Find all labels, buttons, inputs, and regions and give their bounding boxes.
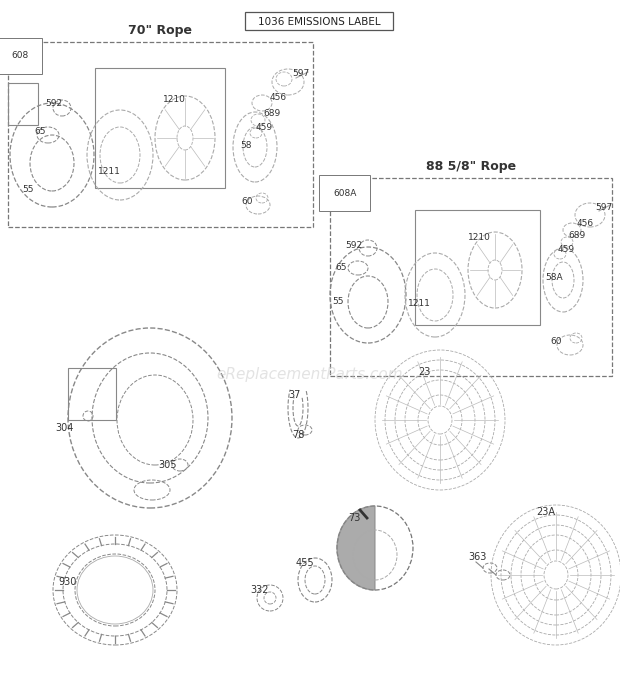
Text: 37: 37	[288, 390, 300, 400]
Bar	[245, 12, 393, 30]
Text: 60: 60	[550, 337, 562, 346]
Bar	[8, 83, 38, 125]
Text: 363: 363	[468, 552, 486, 562]
Text: 1036 EMISSIONS LABEL: 1036 EMISSIONS LABEL	[258, 17, 380, 27]
Text: 70" Rope: 70" Rope	[128, 24, 192, 37]
Text: 78: 78	[292, 430, 304, 440]
Bar	[68, 368, 116, 420]
Polygon shape	[337, 506, 375, 590]
Bar	[415, 210, 540, 325]
Text: 592: 592	[345, 240, 362, 249]
Text: 60: 60	[241, 198, 252, 207]
Text: 58A: 58A	[545, 274, 562, 283]
Text: 592: 592	[45, 98, 62, 107]
Text: 459: 459	[558, 245, 575, 254]
Text: 1210: 1210	[163, 96, 186, 105]
Text: 58: 58	[240, 141, 252, 150]
Text: 459: 459	[256, 123, 273, 132]
Text: 608: 608	[11, 51, 29, 60]
Text: 597: 597	[595, 204, 613, 213]
Text: 332: 332	[250, 585, 268, 595]
Bar	[95, 68, 225, 188]
Text: 55: 55	[22, 186, 33, 195]
Text: 597: 597	[292, 69, 309, 78]
Text: 73: 73	[348, 513, 360, 523]
Text: 455: 455	[296, 558, 314, 568]
Text: 1210: 1210	[468, 234, 491, 243]
Text: 65: 65	[34, 127, 45, 136]
Text: 608A: 608A	[333, 188, 356, 198]
Bar	[330, 178, 612, 376]
Text: 1211: 1211	[98, 168, 121, 177]
Text: 23A: 23A	[536, 507, 555, 517]
Text: 65: 65	[335, 263, 347, 272]
Text: 88 5/8" Rope: 88 5/8" Rope	[426, 160, 516, 173]
Text: 689: 689	[568, 231, 585, 240]
Text: 305: 305	[158, 460, 177, 470]
Text: 456: 456	[270, 94, 287, 103]
Text: 930: 930	[58, 577, 76, 587]
Text: eReplacementParts.com: eReplacementParts.com	[216, 367, 404, 382]
Bar	[8, 42, 313, 227]
Text: 689: 689	[263, 109, 280, 118]
Text: 304: 304	[55, 423, 73, 433]
Text: 55: 55	[332, 297, 343, 306]
Text: 456: 456	[577, 220, 594, 229]
Text: 23: 23	[418, 367, 430, 377]
Text: 1211: 1211	[408, 299, 431, 308]
